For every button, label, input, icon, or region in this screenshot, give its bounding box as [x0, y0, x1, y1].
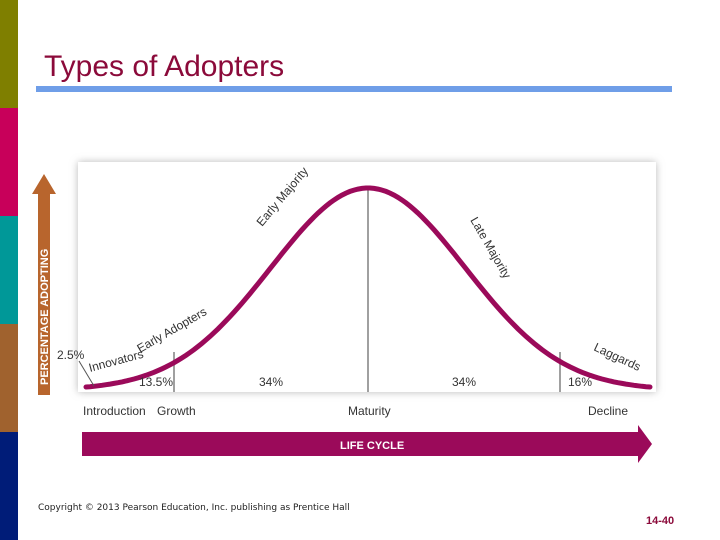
side-band-brown [0, 324, 18, 432]
y-axis-label: PERCENTAGE ADOPTING [39, 249, 51, 385]
percent-label-innovators: 2.5% [57, 348, 85, 362]
y-axis-arrow: PERCENTAGE ADOPTING [32, 174, 56, 395]
percent-label-laggards: 16% [568, 375, 592, 389]
adoption-curve [83, 185, 653, 390]
side-band-magenta [0, 108, 18, 216]
side-band-olive [0, 0, 18, 108]
x-axis-label: LIFE CYCLE [340, 440, 404, 452]
percent-label-early-adopters: 13.5% [139, 375, 173, 389]
x-axis-arrow: LIFE CYCLE [82, 425, 652, 463]
stage-label-introduction: Introduction [83, 404, 146, 418]
title-underline [36, 86, 672, 92]
stage-label-decline: Decline [588, 404, 628, 418]
percent-label-early-majority: 34% [259, 375, 283, 389]
percent-label-late-majority: 34% [452, 375, 476, 389]
page-number: 14-40 [646, 515, 675, 527]
side-band-navy [0, 432, 18, 540]
stage-label-growth: Growth [157, 404, 196, 418]
copyright-notice: Copyright © 2013 Pearson Education, Inc.… [38, 503, 350, 513]
side-band-teal [0, 216, 18, 324]
stage-label-maturity: Maturity [348, 404, 391, 418]
innovators-pointer [78, 360, 95, 387]
slide-title: Types of Adopters [44, 50, 285, 83]
adopter-chart: PERCENTAGE ADOPTING 2.5% 13.5% 34% 34% 1… [32, 162, 656, 463]
